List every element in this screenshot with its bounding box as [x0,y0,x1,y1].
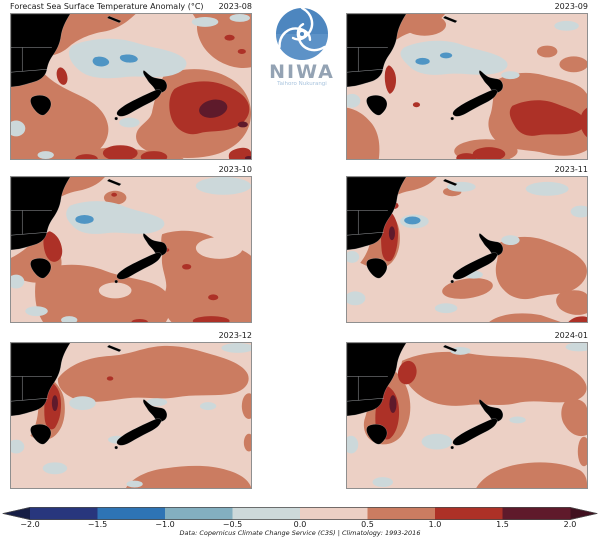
niwa-logo: NIWA Taihoro Nukurangi [259,3,345,88]
colorbar-tick-label: −2.0 [20,520,40,529]
panel-date-5: 2023-12 [218,331,252,340]
panel-date-6: 2024-01 [554,331,588,340]
colorbar-gradient [2,507,598,520]
panel-date-2: 2023-09 [554,2,588,11]
colorbar-tick-label: 0.0 [293,520,307,529]
colorbar-tick-label: 1.5 [496,520,509,529]
colorbar-tick-label: 2.0 [563,520,577,529]
panel-date-1: 2023-08 [218,2,252,11]
map-panel-6 [346,342,588,489]
panel-date-4: 2023-11 [554,165,588,174]
panel-date-3: 2023-10 [218,165,252,174]
colorbar-tick-label: −0.5 [222,520,243,529]
map-panel-4 [346,176,588,323]
map-panel-5 [10,342,252,489]
figure-title: Forecast Sea Surface Temperature Anomaly… [10,2,204,11]
colorbar: −2.0 −1.5 −1.0 −0.5 0.0 0.5 1.0 1.5 2.0 [2,507,598,533]
colorbar-tick-label: 0.5 [361,520,374,529]
attribution: Data: Copernicus Climate Change Service … [179,529,421,537]
map-panel-1 [10,13,252,160]
niwa-swirl-icon [276,6,328,60]
colorbar-tick-label: 1.0 [428,520,442,529]
map-panel-2 [346,13,588,160]
map-panel-3 [10,176,252,323]
colorbar-tick-label: −1.0 [155,520,175,529]
colorbar-tick-label: −1.5 [87,520,108,529]
niwa-tagline-text: Taihoro Nukurangi [277,81,327,87]
niwa-brand-text: NIWA [269,61,335,83]
